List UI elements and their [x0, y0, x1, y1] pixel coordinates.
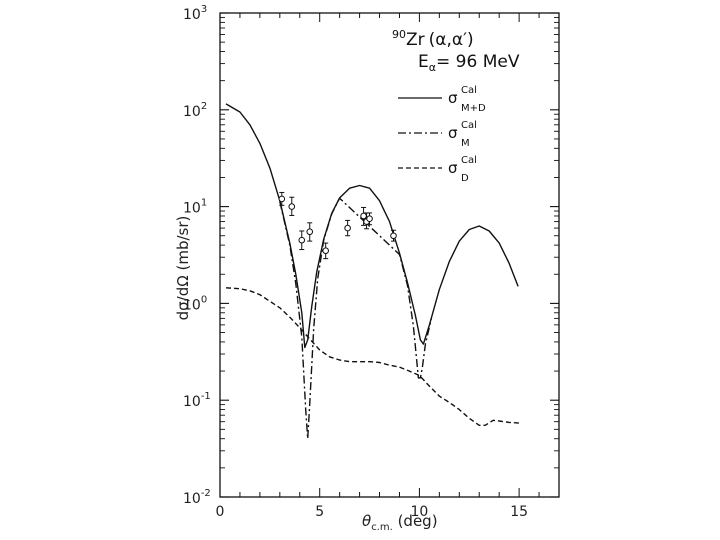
- title-reaction: (α,α′): [429, 30, 474, 50]
- x-tick-label: 0: [216, 504, 225, 520]
- chart-title-reaction: 90Zr (α,α′): [392, 28, 474, 50]
- data-point: [288, 203, 296, 210]
- x-tick-label: 5: [315, 504, 324, 520]
- legend-sub-m: M: [461, 138, 470, 149]
- x-axis-unit: (deg): [393, 512, 438, 530]
- title-mass-number: 90: [392, 28, 406, 41]
- data-point: [360, 212, 367, 220]
- legend-label-m: σ: [448, 124, 458, 142]
- plot-frame: [219, 12, 560, 498]
- y-axis-title: dσ/dΩ (mb/sr): [174, 216, 192, 321]
- axis-ticks: [219, 12, 560, 498]
- title-energy-label: E: [418, 52, 429, 72]
- y-tick-label: 100: [183, 294, 207, 313]
- x-axis-symbol: θ: [362, 512, 371, 530]
- y-tick-label: 102: [183, 101, 207, 120]
- chart-title-energy: Eα= 96 MeV: [418, 52, 520, 74]
- legend: σ Cal M+D σ Cal M σ Cal D: [398, 85, 486, 184]
- legend-sup-m: Cal: [461, 120, 477, 131]
- curves: [225, 103, 520, 440]
- data-point: [306, 228, 314, 236]
- legend-sup-d: Cal: [461, 155, 477, 166]
- legend-label-d: σ: [448, 159, 458, 177]
- legend-sub-m-plus-d: M+D: [461, 103, 486, 114]
- y-tick-label: 10-1: [183, 391, 211, 410]
- legend-sup-m-plus-d: Cal: [461, 85, 477, 96]
- y-tick-label: 103: [183, 4, 207, 23]
- data-point: [298, 236, 306, 244]
- title-nucleus: Zr: [406, 30, 425, 50]
- curve-sigma-cal-m: [279, 197, 433, 440]
- title-energy-sub: α: [429, 61, 436, 74]
- legend-sub-d: D: [461, 173, 469, 184]
- x-axis-sub: c.m.: [371, 522, 393, 533]
- x-tick-label: 15: [510, 504, 528, 520]
- legend-label-m-plus-d: σ: [448, 89, 458, 107]
- data-point: [390, 232, 397, 240]
- x-tick-labels: 0 5 10 15: [216, 504, 528, 520]
- data-point: [322, 247, 329, 255]
- curve-sigma-cal-d: [225, 287, 520, 426]
- x-axis-title: θc.m. (deg): [362, 512, 438, 533]
- y-tick-label: 101: [183, 198, 207, 217]
- x-tick-label: 10: [410, 504, 428, 520]
- y-tick-label: 10-2: [183, 488, 211, 507]
- data-points: [278, 191, 397, 260]
- y-tick-labels: 10-2 10-1 100 101 102 103: [183, 4, 211, 507]
- data-point: [344, 224, 351, 232]
- data-point: [366, 215, 373, 222]
- title-energy-value: = 96 MeV: [436, 52, 520, 72]
- data-point: [278, 195, 286, 203]
